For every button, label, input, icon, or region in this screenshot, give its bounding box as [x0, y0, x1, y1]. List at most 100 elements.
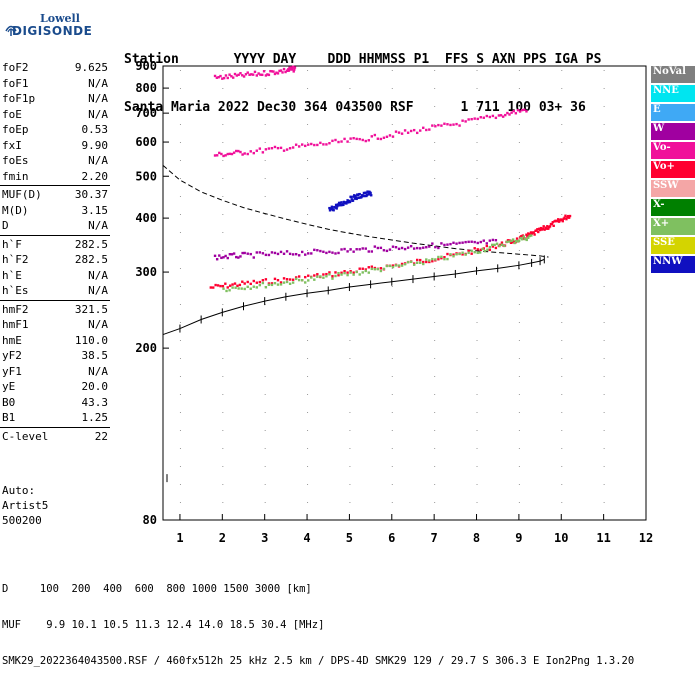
- x-grid-dot: [391, 196, 393, 197]
- footer-distance-row: D 100 200 400 600 800 1000 1500 3000 [km…: [2, 583, 312, 595]
- echo-point: [499, 114, 503, 117]
- x-grid-dot: [179, 466, 181, 467]
- x-grid-dot: [222, 106, 224, 107]
- echo-point: [552, 224, 555, 227]
- echo-point: [331, 277, 334, 280]
- param-row: foF1 N/A: [0, 76, 110, 92]
- y-tick-label: 500: [135, 169, 157, 183]
- echo-point: [524, 237, 527, 241]
- x-grid-dot: [264, 394, 266, 395]
- echo-point: [246, 152, 249, 156]
- echo-point: [291, 66, 294, 70]
- echo-point: [345, 202, 348, 205]
- y-tick-label: 700: [135, 106, 157, 120]
- x-grid-dot: [307, 250, 309, 251]
- param-value: N/A: [88, 154, 108, 167]
- echo-point: [422, 126, 425, 130]
- param-value: 0.53: [81, 123, 109, 136]
- x-grid-dot: [179, 232, 181, 233]
- echo-point: [511, 241, 514, 244]
- x-grid-dot: [561, 268, 563, 269]
- echo-point: [340, 273, 343, 276]
- echo-point: [443, 256, 446, 259]
- x-grid-dot: [222, 214, 224, 215]
- echo-point: [334, 271, 337, 274]
- echo-point: [232, 151, 236, 154]
- echo-point: [440, 255, 443, 259]
- echo-point: [355, 270, 358, 274]
- echo-point: [425, 246, 428, 249]
- echo-point: [255, 281, 259, 284]
- echo-point: [543, 228, 546, 231]
- echo-point: [373, 268, 377, 271]
- echo-point: [294, 252, 298, 256]
- echo-point: [231, 283, 234, 286]
- echo-point: [397, 131, 401, 134]
- echo-point: [273, 72, 277, 76]
- legend-item: Vo+: [651, 161, 695, 178]
- param-label: yE: [2, 380, 16, 393]
- x-grid-dot: [349, 70, 351, 71]
- echo-point: [224, 282, 227, 285]
- x-grid-dot: [222, 160, 224, 161]
- x-grid-dot: [518, 232, 520, 233]
- echo-point: [258, 251, 262, 254]
- echo-point: [370, 194, 373, 197]
- echo-point: [391, 135, 395, 138]
- echo-point: [528, 234, 531, 238]
- echo-point: [242, 75, 246, 78]
- echo-point: [226, 286, 229, 289]
- echo-point: [403, 263, 407, 266]
- echo-point: [458, 124, 461, 127]
- x-grid-dot: [561, 70, 563, 71]
- x-grid-dot: [264, 358, 266, 359]
- echo-point: [506, 111, 509, 115]
- echo-point: [419, 247, 422, 250]
- echo-point: [470, 252, 473, 255]
- echo-point: [367, 271, 370, 274]
- echo-point: [336, 205, 339, 208]
- echo-point: [422, 260, 425, 264]
- echo-point: [237, 73, 240, 77]
- param-row: hmE 110.0: [0, 333, 110, 349]
- echo-point: [431, 124, 434, 127]
- param-separator: [0, 426, 110, 428]
- x-grid-dot: [561, 502, 563, 503]
- echo-point: [270, 70, 274, 73]
- echo-point: [251, 73, 255, 76]
- param-value: 282.5: [74, 237, 108, 251]
- echo-point: [325, 143, 328, 146]
- echo-point: [352, 250, 355, 253]
- echo-point: [213, 154, 217, 157]
- echo-point: [550, 222, 554, 226]
- echo-point: [291, 65, 295, 68]
- x-grid-dot: [561, 430, 563, 431]
- echo-point: [352, 271, 355, 274]
- x-grid-dot: [603, 196, 605, 197]
- echo-point: [455, 122, 458, 126]
- echo-point: [370, 250, 374, 253]
- x-grid-dot: [434, 412, 436, 413]
- echo-point: [313, 143, 316, 147]
- x-grid-dot: [434, 232, 436, 233]
- echo-point: [346, 250, 349, 253]
- echo-point: [400, 246, 404, 250]
- echo-point: [244, 73, 248, 76]
- echo-point: [291, 278, 295, 281]
- echo-point: [337, 274, 340, 277]
- x-grid-dot: [222, 502, 224, 503]
- echo-point: [307, 143, 310, 146]
- echo-point: [379, 137, 383, 141]
- param-label: h`F: [2, 237, 22, 251]
- x-grid-dot: [179, 484, 181, 485]
- echo-point: [533, 233, 536, 236]
- x-grid-dot: [603, 304, 605, 305]
- param-row: h`F 282.5: [0, 237, 110, 253]
- echo-point: [443, 122, 446, 125]
- echo-point: [567, 214, 570, 218]
- echo-point: [257, 72, 260, 75]
- x-grid-dot: [434, 340, 436, 341]
- echo-point: [349, 248, 352, 251]
- echo-point: [366, 191, 370, 194]
- x-grid-dot: [391, 250, 393, 251]
